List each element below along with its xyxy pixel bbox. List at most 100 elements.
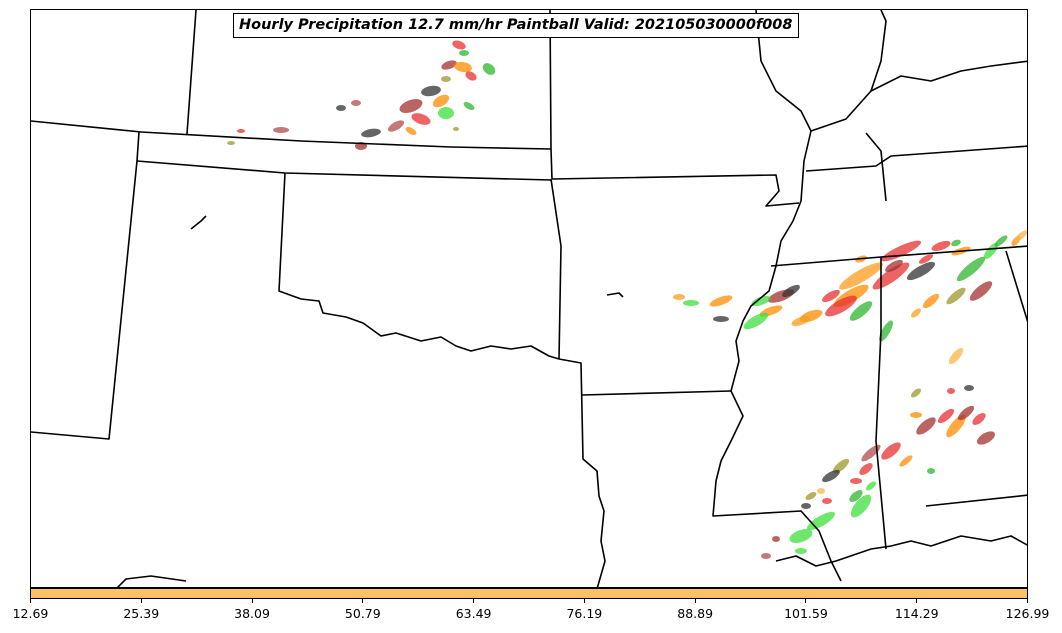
colorbar-tick: [140, 599, 142, 603]
precipitation-paintball-blob: [713, 316, 729, 322]
border-wyoming-colorado-east: [186, 10, 197, 135]
colorbar-tick-label: 25.39: [123, 606, 160, 621]
colorbar-tick-label: 12.69: [12, 606, 49, 621]
precipitation-paintball-blob: [673, 294, 685, 300]
map-title: Hourly Precipitation 12.7 mm/hr Paintbal…: [233, 13, 799, 38]
colorbar-tick-label: 76.19: [566, 606, 603, 621]
border-alabama-georgia: [1005, 250, 1027, 323]
precipitation-paintball-blob: [795, 548, 807, 554]
border-arkansas-louisiana: [581, 390, 732, 396]
colorbar: [30, 588, 1028, 599]
precipitation-paintball-blob: [849, 490, 863, 502]
border-missouri-arkansas: [551, 174, 800, 207]
colorbar-tick: [473, 599, 475, 603]
precipitation-paintball-blob: [789, 529, 813, 543]
border-indiana: [865, 132, 887, 202]
colorbar-tick-label: 114.29: [894, 606, 939, 621]
precipitation-paintball-blob: [237, 129, 245, 133]
precipitation-paintball-blob: [951, 239, 961, 247]
precipitation-paintball-blob: [911, 388, 921, 398]
precipitation-paintball-blob: [801, 503, 811, 509]
precipitation-paintball-blob: [459, 50, 469, 56]
precipitation-paintball-blob: [948, 347, 964, 365]
precipitation-paintball-blob: [916, 417, 936, 435]
precipitation-paintball-blob: [972, 413, 986, 425]
precipitation-paintball-blob: [872, 262, 910, 290]
precipitation-paintball-blob: [452, 40, 466, 50]
precipitation-map: [31, 10, 1027, 587]
precipitation-paintball-blob: [817, 488, 825, 494]
precipitation-paintball-blob: [850, 494, 872, 518]
border-illinois: [810, 10, 887, 132]
north-coast-line: [870, 60, 1027, 92]
precipitation-paintball-blob: [994, 235, 1008, 247]
precipitation-paintball-blob: [683, 300, 699, 306]
precipitation-paintball-blob: [849, 301, 873, 321]
precipitation-paintball-blob: [899, 455, 913, 467]
precipitation-paintball-blob: [411, 113, 431, 125]
precipitation-paintball-blob: [983, 242, 999, 260]
state-boundaries: [31, 10, 1027, 587]
precipitation-paintball-layer: [227, 40, 1027, 559]
precipitation-paintball-blob: [361, 128, 381, 138]
precipitation-paintball-blob: [454, 61, 472, 73]
precipitation-paintball-blob: [387, 120, 405, 132]
precipitation-paintball-blob: [751, 295, 771, 307]
precipitation-paintball-blob: [782, 284, 800, 298]
border-oklahoma-arkansas: [550, 178, 562, 360]
precipitation-paintball-blob: [839, 262, 883, 290]
precipitation-paintball-blob: [861, 444, 881, 462]
precipitation-paintball-blob: [1014, 230, 1027, 242]
colorbar-tick: [30, 599, 31, 603]
precipitation-paintball-blob: [405, 127, 417, 135]
precipitation-paintball-blob: [910, 412, 922, 418]
precipitation-paintball-blob: [918, 254, 934, 264]
precipitation-paintball-blob: [772, 536, 780, 542]
precipitation-paintball-blob: [822, 469, 840, 483]
precipitation-paintball-blob: [866, 481, 876, 491]
colorbar-tick-label: 63.49: [455, 606, 492, 621]
precipitation-paintball-blob: [482, 63, 496, 75]
precipitation-paintball-blob: [937, 408, 955, 424]
colorbar-tick-label: 126.99: [1005, 606, 1050, 621]
precipitation-paintball-blob: [832, 458, 850, 474]
precipitation-paintball-blob: [859, 463, 873, 475]
colorbar-tick: [916, 599, 918, 603]
precipitation-paintball-blob: [927, 468, 935, 474]
precipitation-paintball-blob: [879, 320, 893, 342]
border-kentucky-north: [805, 145, 1027, 172]
precipitation-paintball-blob: [399, 99, 423, 113]
small-lake-oklahoma: [190, 215, 207, 230]
colorbar-tick-label: 88.89: [677, 606, 714, 621]
border-texas-oklahoma: [278, 172, 560, 360]
precipitation-paintball-blob: [441, 76, 451, 82]
precipitation-paintball-blob: [881, 442, 901, 460]
colorbar-tick: [805, 599, 807, 603]
precipitation-paintball-blob: [227, 141, 235, 145]
precipitation-paintball-blob: [956, 256, 986, 282]
precipitation-paintball-blob: [465, 71, 477, 81]
precipitation-paintball-blob: [922, 293, 940, 309]
precipitation-paintball-blob: [709, 295, 733, 307]
precipitation-paintball-blob: [463, 102, 475, 110]
precipitation-paintball-blob: [421, 85, 441, 97]
precipitation-paintball-blob: [822, 498, 832, 504]
border-colorado-new-mexico: [31, 131, 140, 440]
precipitation-paintball-blob: [946, 414, 966, 438]
colorbar-tick: [694, 599, 696, 603]
precipitation-paintball-blob: [957, 405, 975, 421]
precipitation-paintball-blob: [438, 107, 454, 119]
precipitation-paintball-blob: [822, 289, 840, 303]
border-florida: [925, 494, 1027, 507]
precipitation-paintball-blob: [743, 312, 769, 330]
colorbar-tick: [251, 599, 253, 603]
precipitation-paintball-blob: [911, 308, 921, 318]
small-lake-arkansas: [606, 292, 624, 298]
map-panel: [30, 9, 1028, 588]
precipitation-paintball-blob: [351, 100, 361, 106]
precipitation-paintball-blob: [964, 385, 974, 391]
colorbar-tick-label: 101.59: [784, 606, 828, 621]
precipitation-paintball-blob: [976, 431, 996, 445]
precipitation-paintball-blob: [885, 259, 903, 273]
colorbar-tick: [1027, 599, 1028, 603]
